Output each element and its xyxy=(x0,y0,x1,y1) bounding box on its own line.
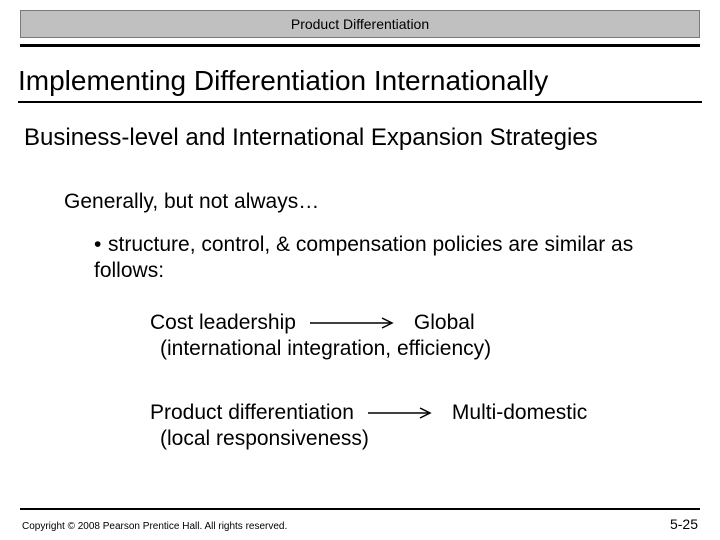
pair-right: Multi-domestic xyxy=(452,400,587,426)
mapping-row: Cost leadership Global xyxy=(150,310,640,336)
bullet-marker: • xyxy=(94,232,108,258)
header-title: Product Differentiation xyxy=(291,16,429,32)
footer-divider xyxy=(20,508,700,510)
copyright-text: Copyright © 2008 Pearson Prentice Hall. … xyxy=(22,521,287,532)
intro-text: Generally, but not always… xyxy=(64,190,319,214)
mapping-row: Product differentiation Multi-domestic xyxy=(150,400,640,426)
mapping-pair-1: Cost leadership Global (international in… xyxy=(150,310,640,363)
pair-right: Global xyxy=(414,310,475,336)
pair-left: Cost leadership xyxy=(150,310,296,336)
bullet-text: structure, control, & compensation polic… xyxy=(94,233,633,282)
pair-left: Product differentiation xyxy=(150,400,354,426)
mapping-pair-2: Product differentiation Multi-domestic (… xyxy=(150,400,640,453)
pair-paren: (international integration, efficiency) xyxy=(150,336,640,362)
slide-subtitle: Business-level and International Expansi… xyxy=(24,124,696,152)
arrow-icon xyxy=(368,406,438,420)
bullet-item: •structure, control, & compensation poli… xyxy=(94,232,660,285)
arrow-icon xyxy=(310,316,400,330)
slide: Product Differentiation Implementing Dif… xyxy=(0,0,720,540)
pair-paren: (local responsiveness) xyxy=(150,426,640,452)
slide-title: Implementing Differentiation Internation… xyxy=(18,66,702,103)
page-number: 5-25 xyxy=(670,516,698,532)
header-bar: Product Differentiation xyxy=(20,10,700,38)
header-divider xyxy=(20,44,700,47)
